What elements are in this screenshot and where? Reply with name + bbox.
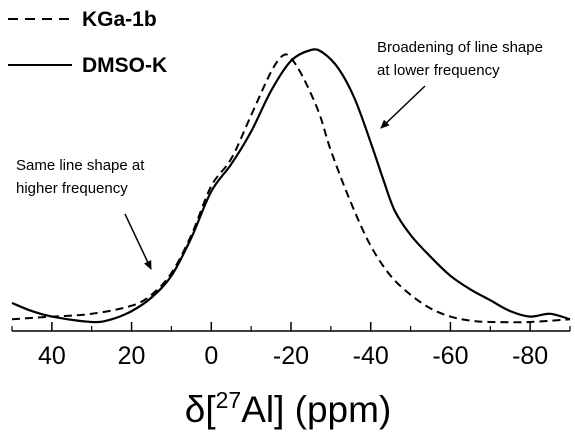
x-tick-label-2: 0	[204, 342, 218, 370]
annotation-left-line-2: higher frequency	[16, 180, 128, 197]
x-axis-label-prefix: δ[	[185, 389, 216, 430]
x-tick-label-4: -40	[353, 342, 389, 370]
series-group	[11, 48, 571, 324]
legend-label-kga-1b: KGa-1b	[82, 8, 157, 31]
annotation-left-arrow	[124, 213, 152, 270]
legend-label-dmso-k: DMSO-K	[82, 54, 167, 77]
annotation-left-line-1: Same line shape at	[16, 157, 145, 174]
legend: KGa-1b DMSO-K	[8, 8, 167, 77]
x-tick-label-3: -20	[273, 342, 309, 370]
x-axis-label-element: Al] (ppm)	[241, 389, 391, 430]
series-line-dmso-k	[11, 48, 571, 324]
x-axis-label-superscript: 27	[216, 387, 242, 413]
series-line-kga-1b	[11, 53, 571, 324]
x-tick-label-0: 40	[38, 342, 66, 370]
x-axis-label: δ[27Al] (ppm)	[185, 387, 392, 430]
annotation-left: Same line shape at higher frequency	[16, 157, 152, 270]
x-ticks: 40 20 0 -20 -40 -60 -80	[11, 322, 571, 370]
annotation-right-line-2: at lower frequency	[377, 62, 500, 79]
x-tick-label-5: -60	[432, 342, 468, 370]
x-tick-label-1: 20	[118, 342, 146, 370]
annotation-right-arrow	[380, 85, 426, 129]
x-tick-label-6: -80	[512, 342, 548, 370]
annotation-right: Broadening of line shape at lower freque…	[377, 39, 543, 129]
annotation-right-line-1: Broadening of line shape	[377, 39, 543, 56]
